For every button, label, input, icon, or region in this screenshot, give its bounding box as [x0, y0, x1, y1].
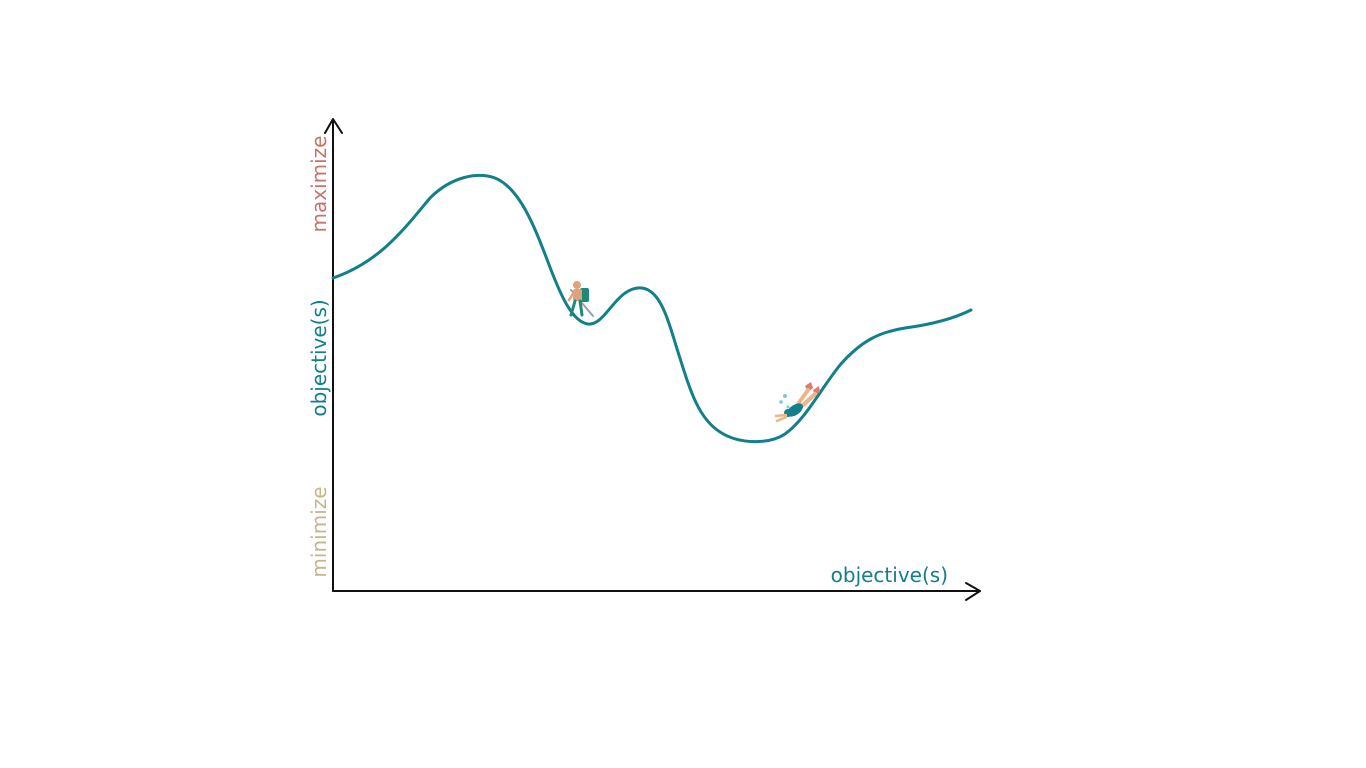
y-axis-label-objective: objective(s) [307, 299, 331, 416]
scuba-diver-icon [774, 382, 820, 423]
x-axis-label-objective: objective(s) [831, 563, 948, 587]
y-axis-label-maximize: maximize [307, 136, 331, 233]
y-axis-label-minimize: minimize [307, 486, 331, 577]
hiker-icon [567, 281, 594, 317]
y-axis [324, 118, 343, 592]
objective-landscape-curve [331, 174, 973, 444]
x-axis [332, 582, 981, 601]
